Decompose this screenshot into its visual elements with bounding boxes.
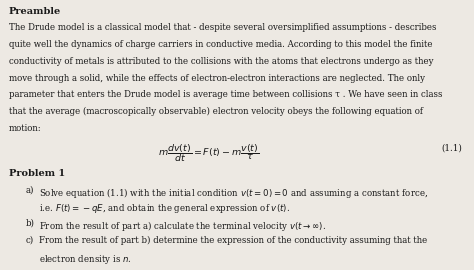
Text: quite well the dynamics of charge carriers in conductive media. According to thi: quite well the dynamics of charge carrie… [9,40,432,49]
Text: that the average (macroscopically observable) electron velocity obeys the follow: that the average (macroscopically observ… [9,107,422,116]
Text: parameter that enters the Drude model is average time between collisions τ . We : parameter that enters the Drude model is… [9,90,442,99]
Text: $m\dfrac{dv(t)}{dt} = F(t)-m\dfrac{v(t)}{\tau}$: $m\dfrac{dv(t)}{dt} = F(t)-m\dfrac{v(t)}… [158,142,259,164]
Text: motion:: motion: [9,124,41,133]
Text: i.e. $F(t)=-qE$, and obtain the general expression of $v(t)$.: i.e. $F(t)=-qE$, and obtain the general … [39,202,290,215]
Text: move through a solid, while the effects of electron-electron interactions are ne: move through a solid, while the effects … [9,74,425,83]
Text: From the result of part b) determine the expression of the conductivity assuming: From the result of part b) determine the… [39,236,427,245]
Text: From the result of part a) calculate the terminal velocity $v(t\rightarrow\infty: From the result of part a) calculate the… [39,219,326,233]
Text: The Drude model is a classical model that - despite several oversimplified assum: The Drude model is a classical model tha… [9,23,436,32]
Text: electron density is $n$.: electron density is $n$. [39,252,131,265]
Text: Problem 1: Problem 1 [9,169,64,178]
Text: Preamble: Preamble [9,7,61,16]
Text: (1.1): (1.1) [441,143,462,152]
Text: c): c) [26,236,34,245]
Text: Solve equation (1.1) with the initial condition $v(t=0)=0$ and assuming a consta: Solve equation (1.1) with the initial co… [39,185,428,200]
Text: b): b) [26,219,35,228]
Text: conductivity of metals is attributed to the collisions with the atoms that elect: conductivity of metals is attributed to … [9,57,433,66]
Text: a): a) [26,185,35,195]
